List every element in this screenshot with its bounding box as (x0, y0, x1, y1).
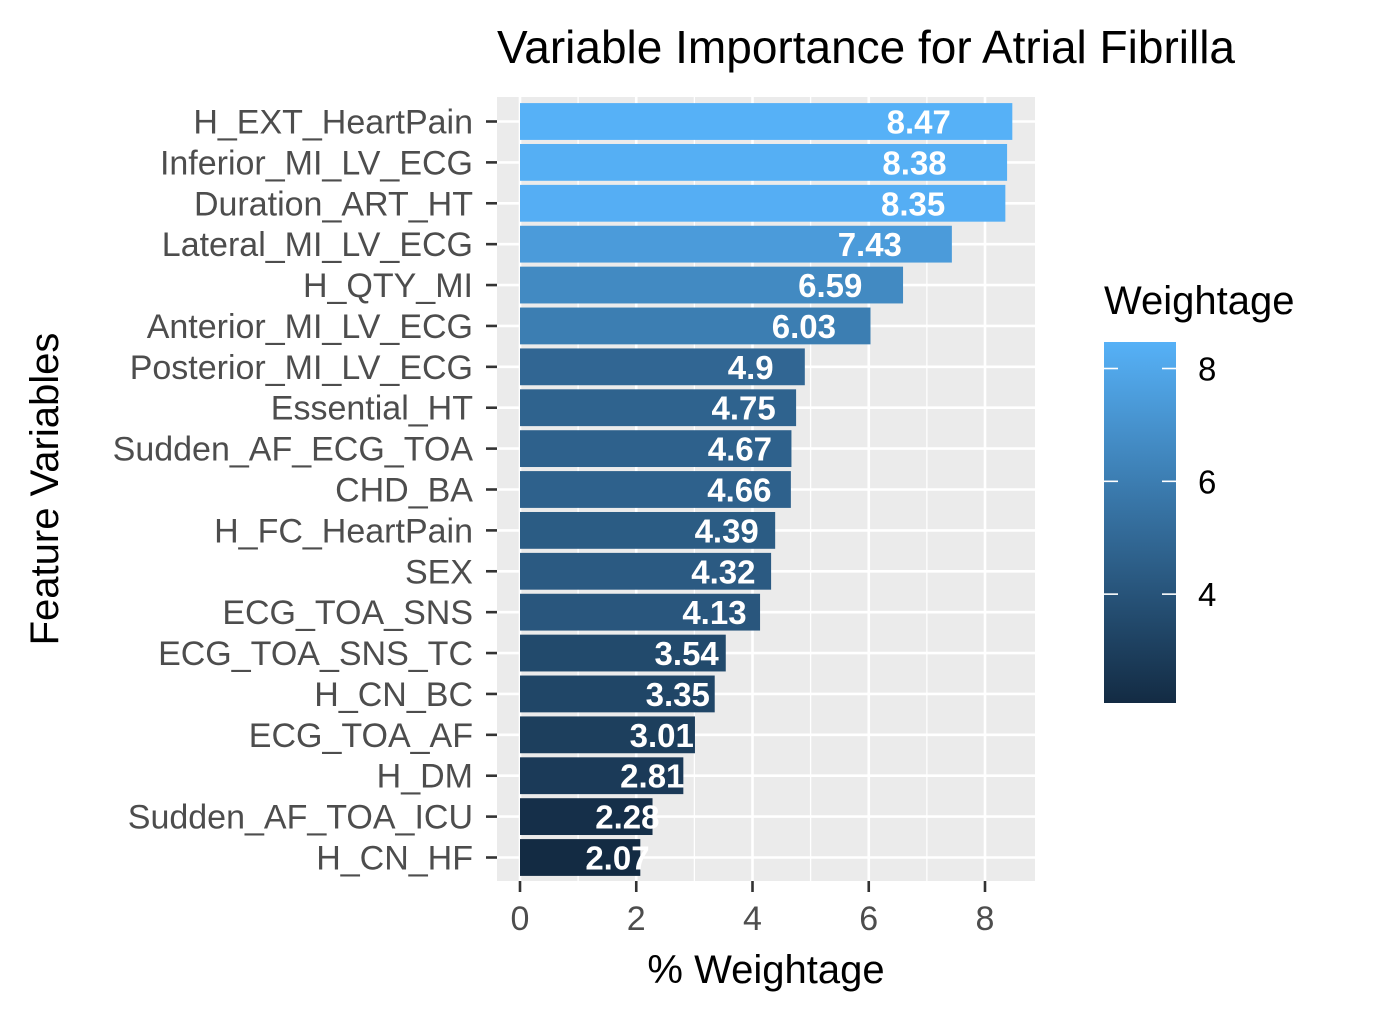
bar (520, 389, 797, 427)
y-tick-label: Inferior_MI_LV_ECG (160, 144, 473, 182)
data-label: 2.07 (585, 840, 649, 877)
bar (520, 552, 772, 590)
data-label: 3.35 (646, 676, 710, 713)
bar (520, 716, 695, 754)
bar (520, 225, 952, 263)
data-label: 4.13 (682, 594, 746, 631)
legend-tick-label: 4 (1198, 576, 1216, 613)
data-label: 7.43 (838, 226, 902, 263)
bar (520, 266, 904, 304)
bar (520, 593, 761, 631)
data-label: 6.03 (772, 308, 836, 345)
y-tick-label: Duration_ART_HT (194, 185, 473, 223)
data-label: 4.75 (712, 390, 776, 427)
y-tick-label: Posterior_MI_LV_ECG (130, 349, 473, 387)
legend-colorbar (1104, 342, 1176, 703)
legend-tick-label: 8 (1198, 351, 1216, 388)
data-label: 4.67 (708, 431, 772, 468)
data-label: 4.66 (707, 472, 771, 509)
bar (520, 307, 871, 345)
bar-series (520, 103, 1013, 876)
bar (520, 798, 653, 836)
data-label: 2.81 (620, 758, 684, 795)
color-legend: Weightage 4 6 8 (1104, 279, 1295, 703)
bar (520, 634, 726, 672)
data-label: 6.59 (798, 267, 862, 304)
y-tick-label: CHD_BA (335, 472, 473, 510)
legend-title: Weightage (1104, 279, 1295, 323)
legend-ticks: 4 6 8 (1104, 351, 1216, 613)
bar (520, 471, 791, 508)
y-tick-label: ECG_TOA_AF (249, 717, 473, 755)
y-tick-label: H_CN_BC (314, 676, 473, 714)
y-tick-label: Essential_HT (271, 390, 473, 428)
data-label: 3.01 (630, 717, 694, 754)
bar (520, 184, 1006, 222)
y-tick-label: H_FC_HeartPain (214, 512, 473, 550)
y-tick-label: H_EXT_HeartPain (193, 104, 473, 142)
data-label: 3.54 (655, 635, 720, 672)
y-tick-label: H_QTY_MI (303, 267, 473, 305)
y-axis: H_EXT_HeartPainInferior_MI_LV_ECGDuratio… (113, 104, 497, 878)
y-tick-label: H_DM (377, 758, 473, 796)
y-tick-label: Anterior_MI_LV_ECG (147, 308, 473, 346)
y-tick-label: SEX (405, 553, 473, 591)
x-tick-label: 2 (627, 900, 646, 938)
x-tick-label: 8 (976, 900, 995, 938)
y-tick-label: ECG_TOA_SNS (222, 594, 473, 632)
bar (520, 430, 792, 468)
bar (520, 757, 684, 795)
bar (520, 839, 641, 876)
y-axis-title: Feature Variables (23, 333, 67, 646)
bar (520, 675, 715, 713)
y-tick-label: H_CN_HF (316, 840, 473, 878)
data-label: 8.38 (882, 144, 946, 181)
y-tick-label: Sudden_AF_TOA_ICU (128, 799, 473, 837)
chart-title: Variable Importance for Atrial Fibrilla (497, 21, 1235, 73)
y-tick-label: ECG_TOA_SNS_TC (158, 635, 473, 673)
data-label: 8.47 (887, 104, 951, 141)
data-label: 4.32 (691, 553, 755, 590)
x-tick-label: 4 (743, 900, 762, 938)
data-label: 4.39 (695, 512, 759, 549)
data-label: 8.35 (881, 185, 945, 222)
y-tick-label: Lateral_MI_LV_ECG (162, 226, 473, 264)
data-labels: 8.478.388.357.436.596.034.94.754.674.664… (585, 104, 951, 877)
x-tick-label: 0 (511, 900, 530, 938)
bar (520, 103, 1013, 140)
data-label: 2.28 (595, 799, 659, 836)
x-axis: 0 2 4 6 8 (511, 881, 995, 938)
y-tick-label: Sudden_AF_ECG_TOA (113, 431, 474, 469)
x-tick-label: 6 (859, 900, 878, 938)
bar (520, 143, 1008, 181)
bar (520, 511, 776, 549)
legend-tick-label: 6 (1198, 463, 1216, 500)
bar (520, 348, 805, 386)
data-label: 4.9 (728, 349, 774, 386)
x-axis-title: % Weightage (647, 948, 884, 992)
